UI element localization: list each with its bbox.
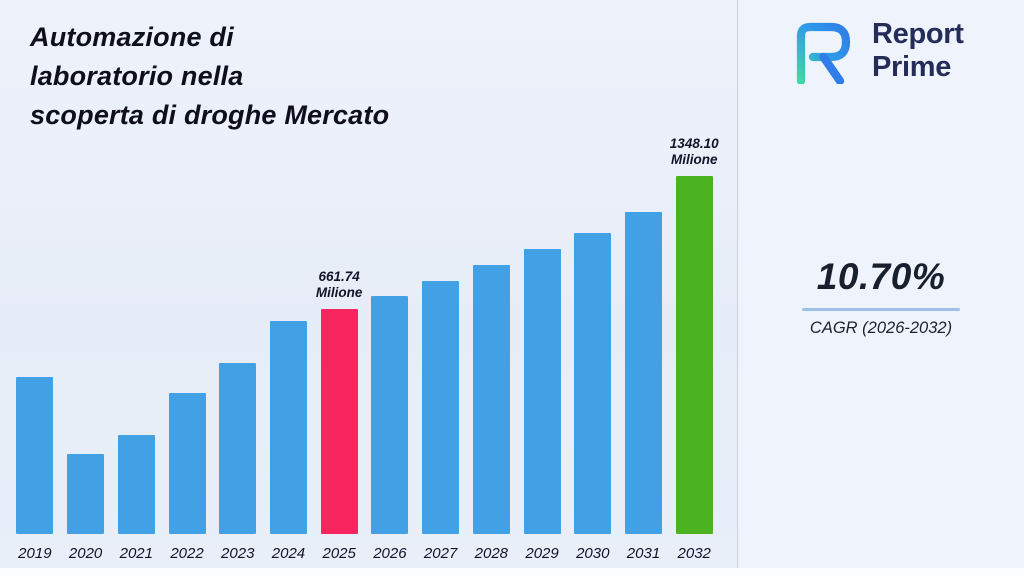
page-title-line-3: scoperta di droghe Mercato [30, 100, 390, 130]
bar-2020 [67, 454, 105, 534]
bar-2022 [168, 393, 206, 534]
bottom-strip [0, 568, 1024, 576]
bar-2023 [219, 363, 257, 534]
bar-2026 [371, 296, 409, 534]
year-label-2031: 2031 [626, 545, 661, 562]
market-bar-chart: 2019 2020 2021 2022 2023 2024 661.74 Milione 202… [16, 136, 719, 564]
brand-line-report: Report [872, 18, 964, 50]
bar-2028 [472, 265, 510, 534]
bar-column-2030: 2030 [574, 164, 612, 564]
bar-2029 [523, 249, 561, 534]
year-label-2022: 2022 [170, 545, 204, 562]
bar-2030 [574, 233, 612, 534]
bar-2027 [422, 281, 460, 534]
year-label-2026: 2026 [373, 545, 407, 562]
cagr-block: 10.70% CAGR (2026-2032) [738, 256, 1024, 338]
reportprime-logo: Report Prime [784, 18, 1024, 84]
bar-2024 [269, 321, 307, 534]
year-label-2028: 2028 [474, 545, 509, 562]
chart-panel: Automazione di laboratorio nella scopert… [16, 18, 737, 564]
year-label-2027: 2027 [423, 545, 458, 562]
reportprime-logo-icon [796, 22, 851, 84]
cagr-label: CAGR (2026-2032) [809, 319, 953, 337]
bar-2021 [117, 435, 155, 534]
brand-line-prime: Prime [872, 51, 952, 83]
page-title: Automazione di laboratorio nella scopert… [30, 18, 737, 135]
cagr-value: 10.70% [816, 256, 946, 297]
page-title-line-2: laboratorio nella [30, 61, 244, 91]
bar-2032 [675, 176, 713, 534]
bar-column-2025: 661.74 Milione 2025 [316, 164, 363, 564]
bar-column-2027: 2027 [422, 164, 460, 564]
cagr-underline [802, 308, 960, 311]
bar-2025 [320, 309, 358, 534]
year-label-2019: 2019 [18, 545, 52, 562]
page-title-line-1: Automazione di [30, 22, 234, 52]
year-label-2025: 2025 [322, 545, 356, 562]
bar-column-2024: 2024 [269, 164, 308, 564]
bar-column-2029: 2029 [523, 164, 561, 564]
bar-column-2032: 1348.10 Milione 2032 [670, 136, 719, 564]
data-label-2025: 661.74 Milione [315, 269, 363, 300]
bar-column-2026: 2026 [371, 164, 409, 564]
bar-column-2031: 2031 [624, 164, 663, 564]
brand-text: Report Prime [872, 18, 964, 84]
year-label-2023: 2023 [221, 545, 255, 562]
year-label-2030: 2030 [576, 545, 610, 562]
data-label-2032: 1348.10 Milione [669, 136, 719, 167]
bar-2019 [16, 377, 54, 534]
year-label-2032: 2032 [677, 545, 711, 562]
bar-column-2022: 2022 [168, 164, 206, 564]
bar-2031 [624, 212, 662, 534]
bar-column-2020: 2020 [67, 164, 105, 564]
bar-column-2019: 2019 [16, 164, 54, 564]
side-panel: Report Prime 10.70% CAGR (2026-2032) [737, 0, 1024, 576]
bar-column-2023: 2023 [219, 164, 257, 564]
bar-column-2021: 2021 [117, 164, 155, 564]
bar-column-2028: 2028 [472, 164, 510, 564]
year-label-2021: 2021 [119, 545, 153, 562]
year-label-2020: 2020 [68, 545, 103, 562]
year-label-2024: 2024 [271, 545, 306, 562]
year-label-2029: 2029 [525, 545, 559, 562]
